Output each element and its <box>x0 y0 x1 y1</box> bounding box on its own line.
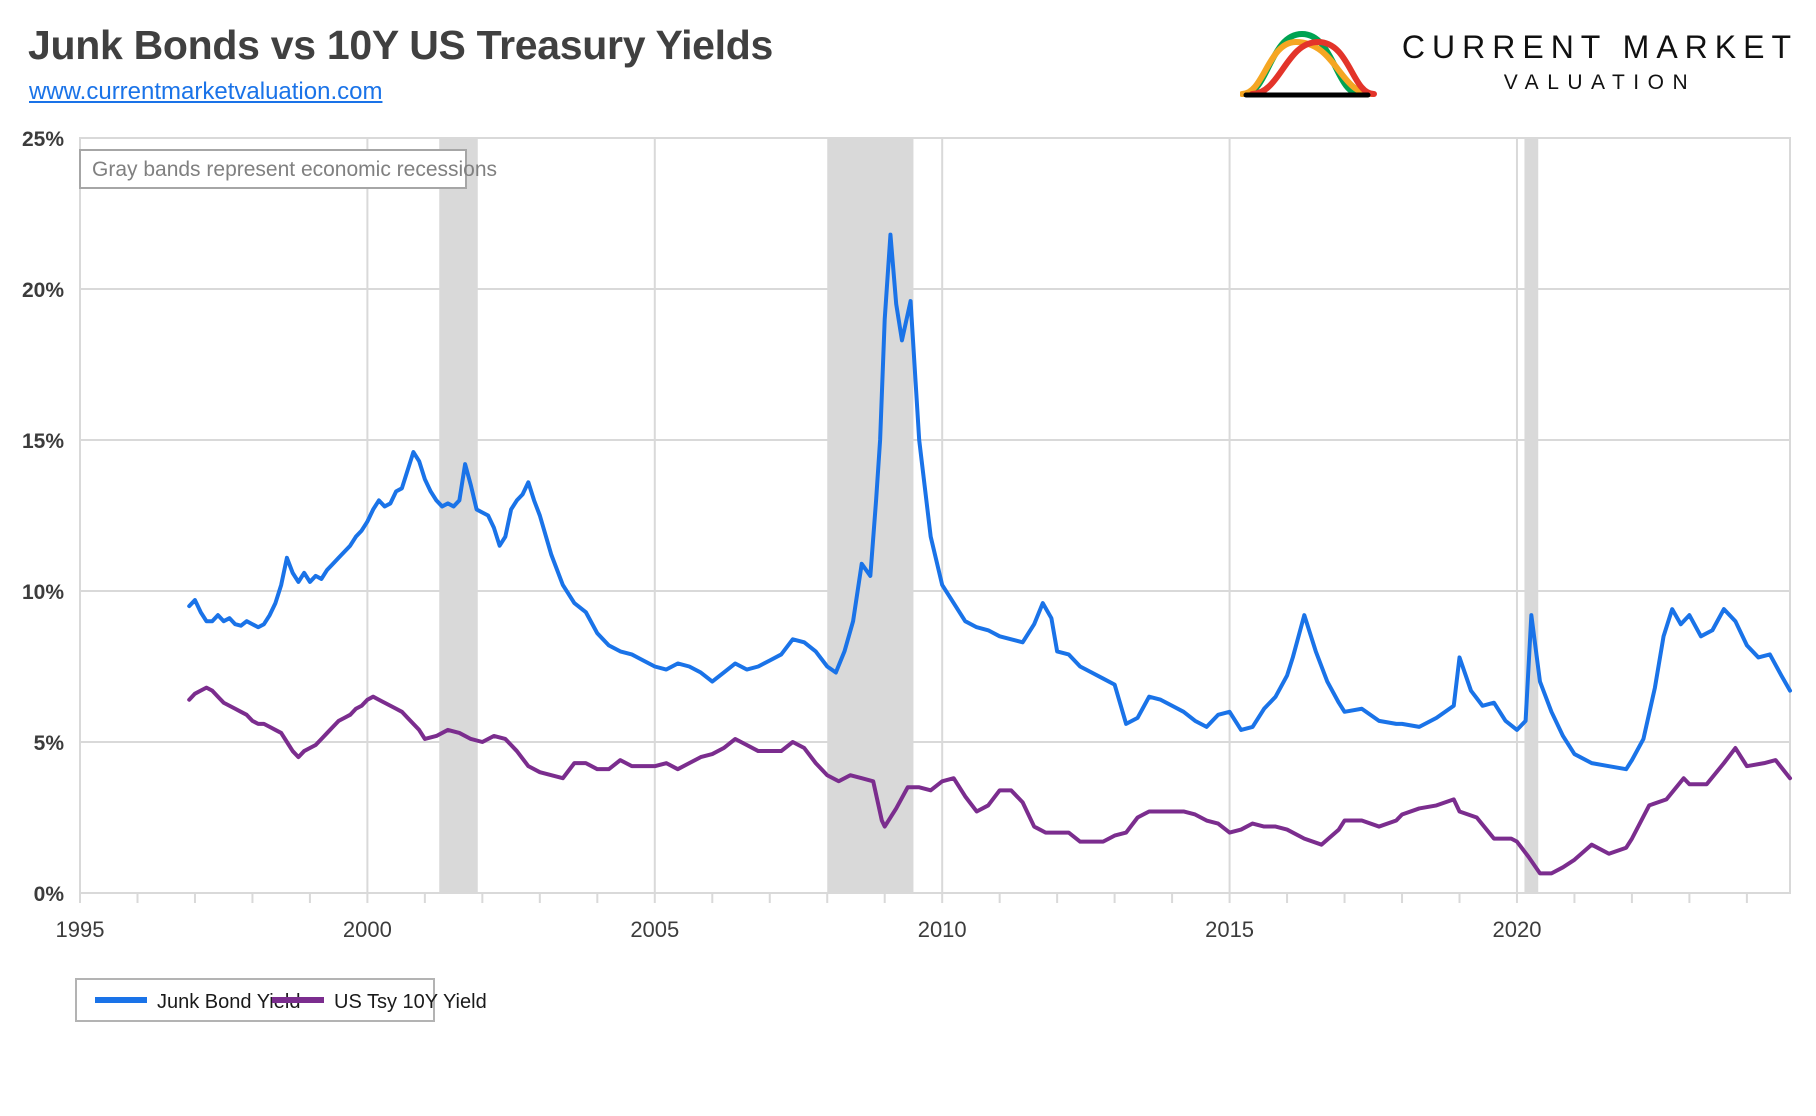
y-tick-label: 0% <box>34 883 65 906</box>
plot-area-border <box>79 137 1791 894</box>
page-title: Junk Bonds vs 10Y US Treasury Yields <box>28 22 774 68</box>
y-tick-label: 5% <box>34 732 65 755</box>
x-tick-label: 2010 <box>918 917 967 942</box>
recession-band <box>827 138 914 893</box>
x-axis-tick-labels: 1995 2000 2005 2010 2015 2020 <box>56 917 1542 942</box>
plot-frame <box>79 137 1791 894</box>
y-tick-label: 15% <box>22 430 64 453</box>
series-line-treasury <box>187 685 1792 876</box>
legend-label-treasury: US Tsy 10Y Yield <box>334 991 487 1013</box>
y-axis-tick-labels: 0% 5% 10% 15% 20% 25% <box>22 128 64 906</box>
logo-wordmark: CURRENT MARKET VALUATION <box>1402 31 1798 93</box>
recession-band <box>439 138 478 893</box>
x-tick-label: 2000 <box>343 917 392 942</box>
logo-name-primary: CURRENT MARKET <box>1401 29 1798 65</box>
recession-note-text: Gray bands represent economic recessions <box>92 158 497 181</box>
x-tick-label: 2020 <box>1492 917 1541 942</box>
recession-note-annotation: Gray bands represent economic recessions <box>79 149 497 189</box>
data-series-group <box>187 232 1792 876</box>
series-line-junk-bond <box>187 232 1792 772</box>
page-header: Junk Bonds vs 10Y US Treasury Yields www… <box>0 0 1816 130</box>
chart-legend: Junk Bond Yield US Tsy 10Y Yield <box>75 978 487 1022</box>
brand-logo: CURRENT MARKET VALUATION <box>1239 12 1798 112</box>
logo-name-secondary: VALUATION <box>1503 71 1697 94</box>
recession-bands-group <box>439 138 1539 893</box>
x-tick-label: 2005 <box>630 917 679 942</box>
y-tick-label: 10% <box>22 581 64 604</box>
y-tick-label: 25% <box>22 128 64 151</box>
x-tick-label: 2015 <box>1205 917 1254 942</box>
site-url-link[interactable]: www.currentmarketvaluation.com <box>29 78 383 105</box>
x-axis-tick-marks <box>79 893 1748 903</box>
legend-label-junk-bond: Junk Bond Yield <box>157 991 300 1013</box>
bell-curves-icon <box>1239 30 1377 98</box>
y-tick-label: 20% <box>22 279 64 302</box>
recession-band <box>1524 138 1539 893</box>
x-tick-label: 1995 <box>56 917 105 942</box>
